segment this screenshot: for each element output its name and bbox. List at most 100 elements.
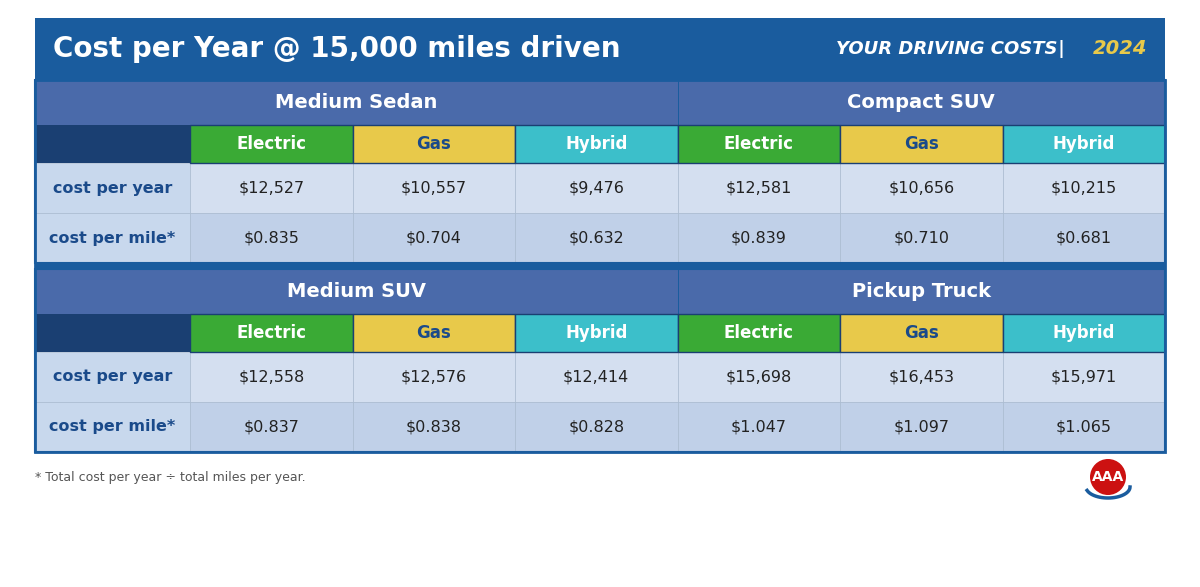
Bar (1002, 125, 1165, 163)
Bar (678, 125, 840, 163)
Text: $0.835: $0.835 (244, 231, 299, 245)
Text: $1.047: $1.047 (731, 420, 787, 434)
Bar (678, 163, 840, 213)
Text: $0.828: $0.828 (568, 420, 624, 434)
Bar (190, 402, 353, 452)
Text: Cost per Year @ 15,000 miles driven: Cost per Year @ 15,000 miles driven (53, 35, 620, 63)
Text: Medium Sedan: Medium Sedan (275, 93, 438, 112)
Bar (1002, 402, 1165, 452)
Bar (35, 80, 678, 125)
Text: $12,576: $12,576 (401, 369, 467, 384)
Text: $15,971: $15,971 (1051, 369, 1117, 384)
Bar (35, 269, 1165, 452)
Bar (515, 352, 678, 402)
Text: Electric: Electric (236, 135, 306, 153)
Bar (35, 18, 1165, 80)
Text: Medium SUV: Medium SUV (287, 282, 426, 301)
Text: 2024: 2024 (1092, 39, 1147, 59)
Bar (353, 125, 515, 163)
Text: Hybrid: Hybrid (565, 324, 628, 342)
Bar (840, 125, 1002, 163)
Bar (515, 402, 678, 452)
Text: Electric: Electric (724, 324, 793, 342)
Text: $0.838: $0.838 (406, 420, 462, 434)
Bar (515, 163, 678, 213)
Bar (353, 402, 515, 452)
Bar (840, 163, 1002, 213)
Text: $0.837: $0.837 (244, 420, 299, 434)
Bar (190, 163, 353, 213)
Text: Hybrid: Hybrid (1052, 135, 1115, 153)
Text: Electric: Electric (724, 135, 793, 153)
Text: $0.681: $0.681 (1056, 231, 1112, 245)
Text: Pickup Truck: Pickup Truck (852, 282, 991, 301)
Bar (35, 314, 190, 352)
Bar (678, 352, 840, 402)
Text: cost per year: cost per year (53, 180, 172, 195)
Bar (35, 163, 190, 213)
Text: Hybrid: Hybrid (565, 135, 628, 153)
Text: YOUR DRIVING COSTS: YOUR DRIVING COSTS (835, 40, 1057, 58)
Text: |: | (1051, 40, 1070, 58)
Bar (678, 402, 840, 452)
Bar (840, 352, 1002, 402)
Bar (190, 314, 353, 352)
Circle shape (1090, 459, 1126, 495)
Bar (678, 314, 840, 352)
Bar (353, 314, 515, 352)
Bar (35, 80, 1165, 263)
Bar (1002, 352, 1165, 402)
Bar (840, 402, 1002, 452)
Bar (35, 125, 1165, 163)
Text: $1.065: $1.065 (1056, 420, 1111, 434)
Bar (35, 402, 190, 452)
Text: cost per mile*: cost per mile* (49, 420, 175, 434)
Text: $15,698: $15,698 (726, 369, 792, 384)
Bar (35, 269, 678, 314)
Text: $12,414: $12,414 (563, 369, 629, 384)
Text: * Total cost per year ÷ total miles per year.: * Total cost per year ÷ total miles per … (35, 471, 306, 484)
Bar (35, 263, 1165, 269)
Bar (515, 125, 678, 163)
Text: $10,557: $10,557 (401, 180, 467, 195)
Bar (678, 269, 1165, 314)
Bar (678, 213, 840, 263)
Text: Hybrid: Hybrid (1052, 324, 1115, 342)
Text: $12,558: $12,558 (238, 369, 305, 384)
Bar (35, 213, 190, 263)
Bar (1002, 213, 1165, 263)
Text: Electric: Electric (236, 324, 306, 342)
Text: $10,215: $10,215 (1051, 180, 1117, 195)
Bar (678, 80, 1165, 125)
Text: Compact SUV: Compact SUV (847, 93, 995, 112)
Bar (35, 125, 190, 163)
Bar (35, 80, 1165, 452)
Bar (515, 314, 678, 352)
Bar (1002, 163, 1165, 213)
Text: cost per year: cost per year (53, 369, 172, 384)
Text: AAA: AAA (1092, 470, 1124, 484)
Text: $1.097: $1.097 (893, 420, 949, 434)
Text: $9,476: $9,476 (569, 180, 624, 195)
Text: $12,581: $12,581 (726, 180, 792, 195)
Text: Gas: Gas (416, 135, 451, 153)
Text: $0.710: $0.710 (893, 231, 949, 245)
Bar (190, 213, 353, 263)
Bar (35, 352, 190, 402)
Bar (190, 352, 353, 402)
Bar (840, 213, 1002, 263)
Text: $12,527: $12,527 (238, 180, 305, 195)
Bar (515, 213, 678, 263)
Bar (353, 163, 515, 213)
Text: $0.704: $0.704 (406, 231, 462, 245)
Text: $0.632: $0.632 (569, 231, 624, 245)
Bar (353, 352, 515, 402)
Bar (190, 125, 353, 163)
Text: $10,656: $10,656 (888, 180, 954, 195)
Text: Gas: Gas (904, 135, 938, 153)
Text: Gas: Gas (416, 324, 451, 342)
Bar (353, 213, 515, 263)
Text: $0.839: $0.839 (731, 231, 787, 245)
Text: $16,453: $16,453 (888, 369, 954, 384)
Text: cost per mile*: cost per mile* (49, 231, 175, 245)
